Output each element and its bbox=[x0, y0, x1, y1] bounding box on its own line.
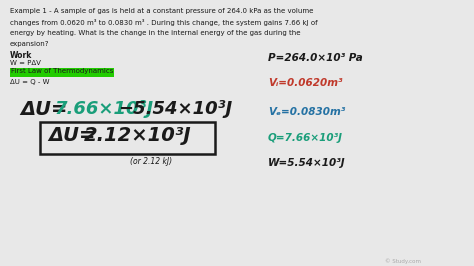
Text: Q=7.66×10³J: Q=7.66×10³J bbox=[268, 133, 343, 143]
Text: ΔU=: ΔU= bbox=[48, 126, 95, 145]
Text: © Study.com: © Study.com bbox=[385, 258, 421, 264]
Text: Example 1 - A sample of gas is held at a constant pressure of 264.0 kPa as the v: Example 1 - A sample of gas is held at a… bbox=[10, 8, 313, 14]
Text: W=5.54×10³J: W=5.54×10³J bbox=[268, 158, 346, 168]
Text: W = PΔV: W = PΔV bbox=[10, 60, 41, 66]
Text: First Law of Thermodynamics: First Law of Thermodynamics bbox=[11, 69, 113, 74]
Text: ΔU = Q - W: ΔU = Q - W bbox=[10, 79, 49, 85]
Text: Vᵢ=0.0620m³: Vᵢ=0.0620m³ bbox=[268, 78, 343, 88]
Text: Work: Work bbox=[10, 51, 32, 60]
Text: expansion?: expansion? bbox=[10, 41, 49, 47]
Text: 2.12×10³J: 2.12×10³J bbox=[84, 126, 191, 145]
Text: −5.54×10³J: −5.54×10³J bbox=[118, 100, 232, 118]
Text: energy by heating. What is the change in the internal energy of the gas during t: energy by heating. What is the change in… bbox=[10, 30, 301, 36]
Text: P=264.0×10³ Pa: P=264.0×10³ Pa bbox=[268, 53, 363, 63]
Text: changes from 0.0620 m³ to 0.0830 m³ . During this change, the system gains 7.66 : changes from 0.0620 m³ to 0.0830 m³ . Du… bbox=[10, 19, 318, 26]
Bar bbox=[10, 68, 114, 77]
Text: (or 2.12 kJ): (or 2.12 kJ) bbox=[130, 157, 172, 166]
Bar bbox=[40, 122, 215, 154]
Text: 7.66×10³J: 7.66×10³J bbox=[55, 100, 154, 118]
Text: Vₑ=0.0830m³: Vₑ=0.0830m³ bbox=[268, 107, 345, 117]
Text: ΔU=: ΔU= bbox=[20, 100, 67, 119]
